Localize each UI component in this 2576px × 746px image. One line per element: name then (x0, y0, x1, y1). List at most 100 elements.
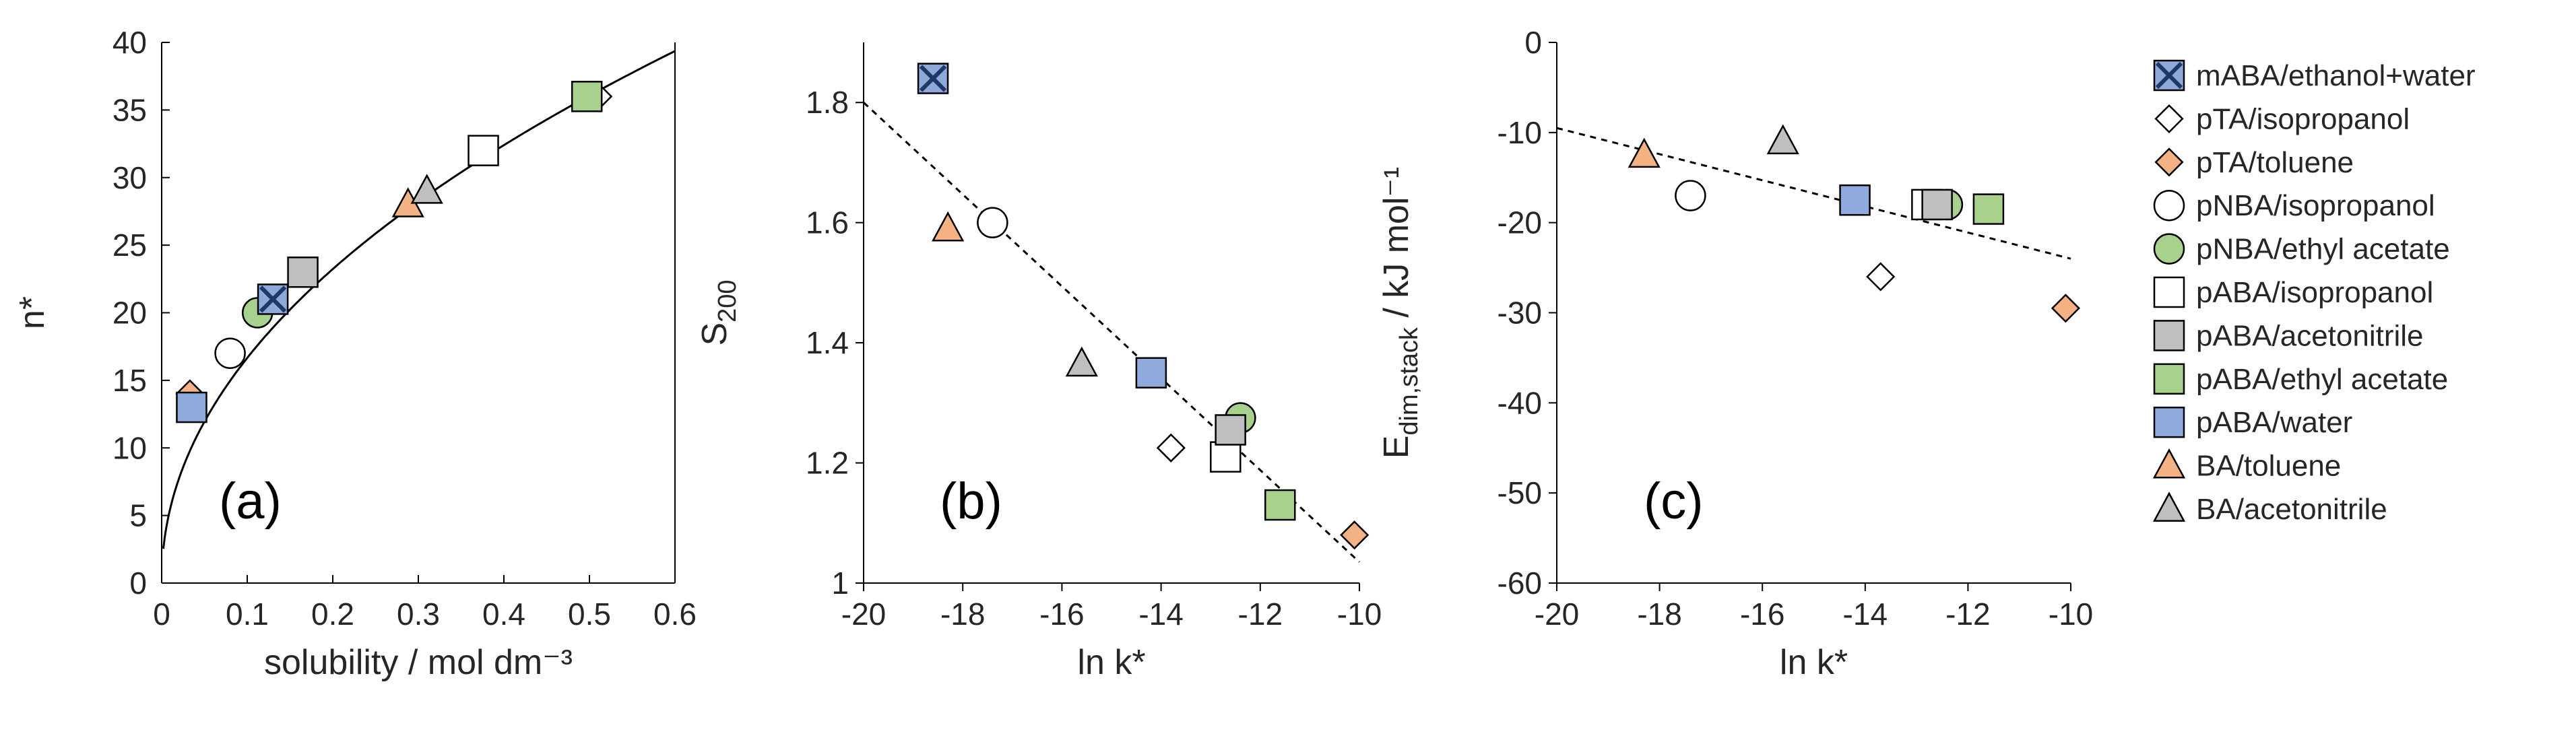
panel-c-chart: -60 -50 -40 -30 -20 -10 0 -20 -18 -16 -14 -12 -10 ln … (1377, 25, 2093, 682)
y-axis-label: Edim,stack / kJ mol⁻¹ (1377, 167, 1423, 459)
y-axis-label-sub: 200 (713, 279, 742, 322)
x-tick-label: -10 (2049, 597, 2093, 632)
trend-line (862, 102, 1361, 563)
data-point-pTA-iso (1866, 262, 1896, 292)
y-axis-label: S200 (695, 279, 742, 345)
y-axis-label-sub: dim,stack (1395, 327, 1423, 435)
data-point-pTA-tol (1340, 520, 1370, 550)
y-tick-label: 15 (112, 363, 147, 398)
legend-label: pABA/ethyl acetate (2196, 363, 2448, 396)
data-point-BA-tol (932, 211, 965, 242)
data-point-pNBA-iso (977, 207, 1008, 238)
legend-label: pABA/water (2196, 406, 2352, 439)
legend-label: pTA/isopropanol (2196, 102, 2410, 135)
data-point-pABA-ea (571, 81, 603, 112)
y-tick-label: -60 (1498, 566, 1542, 601)
y-tick-label: -40 (1498, 385, 1542, 420)
y-tick-label: 35 (112, 92, 147, 127)
data-point-pNBA-iso (1675, 180, 1706, 211)
y-tick-label: 5 (129, 498, 147, 533)
x-tick-label: 0 (153, 597, 170, 632)
legend-item: pTA/isopropanol (2154, 102, 2410, 135)
legend-marker-pABA-iso (2153, 276, 2185, 308)
x-tick-label: -12 (1238, 597, 1283, 632)
panel-label: (b) (940, 473, 1002, 530)
legend-item: pABA/ethyl acetate (2153, 363, 2448, 396)
legend-marker-pNBA-iso (2153, 189, 2185, 222)
y-tick-label: -30 (1498, 296, 1542, 331)
x-tick-label: -18 (940, 597, 985, 632)
legend: mABA/ethanol+water pTA/isopropanol pTA/tol… (2152, 59, 2476, 526)
trend-line (1556, 127, 2071, 260)
legend-item: pABA/water (2153, 406, 2352, 439)
panel-a-chart: 0 5 10 15 20 25 30 35 40 0 0.1 0.2 0.3 0.4 0.5 0.6 solub… (13, 25, 697, 682)
x-tick-label: -18 (1637, 597, 1681, 632)
legend-label: pABA/acetonitrile (2196, 319, 2424, 352)
legend-marker-pTA-iso (2154, 104, 2184, 133)
data-point-pNBA-iso (214, 337, 246, 369)
y-tick-label: 20 (112, 296, 147, 331)
y-tick-label: 1.8 (806, 85, 849, 120)
y-axis-label-main: n* (13, 296, 52, 329)
legend-marker-pABA-water (2153, 406, 2185, 438)
legend-marker-mABA-ethwater (2153, 59, 2185, 92)
x-tick-label: 0.6 (653, 597, 697, 632)
data-point-pTA-tol (2051, 294, 2080, 323)
x-tick-label: 0.5 (568, 597, 611, 632)
legend-item: pNBA/ethyl acetate (2153, 233, 2450, 266)
data-point-pABA-water (1135, 357, 1167, 388)
y-tick-label: 30 (112, 160, 147, 195)
legend-marker-pABA-acn (2153, 320, 2185, 351)
legend-label: mABA/ethanol+water (2196, 59, 2476, 92)
legend-marker-pABA-ea (2153, 363, 2185, 395)
panel-label: (a) (219, 473, 282, 530)
data-point-pABA-iso (468, 135, 499, 166)
data-point-pABA-ea (1264, 489, 1296, 521)
fit-curve (162, 50, 676, 549)
y-tick-label: -50 (1498, 475, 1542, 510)
legend-label: pNBA/isopropanol (2196, 189, 2435, 222)
legend-label: pNBA/ethyl acetate (2196, 233, 2450, 266)
data-point-pABA-ea (1972, 193, 2005, 225)
y-tick-label: 1.6 (806, 205, 849, 240)
data-point-pABA-acn (287, 257, 319, 288)
y-tick-label: -20 (1498, 205, 1542, 240)
y-axis-label-main: S (695, 323, 734, 346)
data-point-pABA-iso (1210, 441, 1242, 473)
data-point-pABA-water (1839, 184, 1871, 216)
x-tick-label: 0.1 (226, 597, 269, 632)
legend-label: pTA/toluene (2196, 146, 2354, 179)
data-point-BA-acn (410, 174, 443, 204)
x-axis-label: ln k* (1780, 643, 1848, 682)
legend-item: pABA/acetonitrile (2153, 319, 2424, 352)
x-tick-label: 0.3 (397, 597, 440, 632)
legend-item: pNBA/isopropanol (2153, 189, 2435, 222)
x-axis-label: ln k* (1077, 643, 1145, 682)
legend-item: pABA/isopropanol (2153, 276, 2433, 309)
legend-item: BA/acetonitrile (2152, 491, 2387, 526)
y-tick-label: 10 (112, 430, 147, 465)
x-tick-label: -20 (1535, 597, 1579, 632)
y-axis-label-main: E (1377, 436, 1416, 459)
data-point-pABA-water (176, 391, 207, 423)
data-point-BA-tol (1628, 137, 1661, 168)
y-tick-label: 0 (129, 566, 147, 601)
x-tick-label: 0.2 (311, 597, 354, 632)
x-tick-label: -10 (1337, 597, 1382, 632)
data-point-mABA-ethwater (257, 283, 289, 315)
data-point-pABA-acn (1215, 414, 1246, 446)
legend-label: BA/toluene (2196, 450, 2341, 483)
legend-item: pTA/toluene (2154, 146, 2354, 179)
legend-marker-pNBA-ea (2153, 233, 2185, 265)
x-tick-label: -14 (1138, 597, 1183, 632)
y-tick-label: 0 (1524, 25, 1542, 60)
panel-label: (c) (1644, 473, 1704, 530)
legend-label: pABA/isopropanol (2196, 276, 2433, 309)
x-tick-label: -12 (1945, 597, 1990, 632)
legend-marker-BA-tol (2152, 448, 2186, 479)
y-tick-label: 40 (112, 25, 147, 60)
data-point-BA-acn (1766, 124, 1799, 155)
legend-item: BA/toluene (2152, 448, 2341, 483)
x-tick-label: -14 (1843, 597, 1888, 632)
